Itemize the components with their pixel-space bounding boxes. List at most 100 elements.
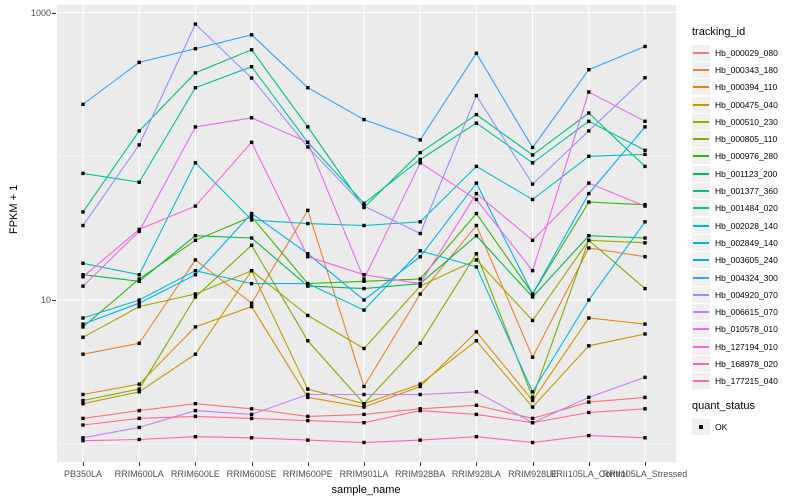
data-point	[306, 414, 310, 419]
data-point	[587, 90, 591, 94]
quant-ok-key	[692, 418, 710, 435]
legend-label: Hb_002849_140	[715, 237, 778, 248]
x-tick-mark	[364, 462, 365, 466]
data-point	[530, 145, 535, 150]
legend-label: Hb_000343_180	[715, 64, 778, 75]
legend-label: Hb_000029_080	[715, 47, 778, 58]
data-point	[306, 387, 310, 391]
legend-key	[692, 321, 710, 338]
x-tick-label: RRIM600PE	[282, 469, 333, 479]
data-point	[193, 435, 198, 439]
legend-key	[692, 183, 710, 200]
data-point	[81, 352, 85, 356]
legend-key	[692, 148, 710, 165]
data-point	[643, 375, 647, 379]
data-point	[362, 440, 366, 445]
data-point	[587, 111, 591, 115]
data-point	[643, 436, 647, 440]
legend-title-quant-status: quant_status	[692, 399, 755, 412]
data-point	[587, 410, 591, 415]
legend-key	[692, 234, 710, 251]
data-point	[530, 295, 535, 299]
data-point	[193, 402, 198, 406]
data-point	[530, 398, 535, 403]
x-tick-label: PB350LA	[63, 469, 103, 479]
legend-key	[692, 252, 710, 269]
legend-key	[692, 269, 710, 286]
data-point	[530, 390, 535, 394]
data-point	[306, 145, 310, 149]
legend-label: Hb_000394_110	[715, 82, 778, 93]
legend-line-swatch-icon	[693, 380, 709, 383]
data-point	[137, 279, 141, 283]
data-point	[193, 273, 198, 277]
x-tick-label: RRIM928LA	[451, 469, 501, 479]
x-tick-mark	[420, 462, 422, 466]
legend-line-swatch-icon	[693, 259, 709, 262]
data-point	[362, 346, 366, 351]
data-point	[643, 236, 647, 240]
gridlines	[57, 5, 676, 462]
data-point	[530, 238, 535, 242]
legend-label: Hb_004920_070	[715, 289, 778, 300]
data-point	[643, 220, 647, 224]
data-point	[418, 408, 422, 413]
data-point	[530, 355, 535, 359]
legend-item: Hb_003605_240	[692, 252, 798, 269]
data-point	[306, 395, 310, 400]
legend-key	[692, 44, 710, 61]
data-point	[418, 150, 422, 155]
data-point	[137, 227, 141, 232]
data-point	[81, 325, 85, 329]
legend-item: Hb_001123_200	[692, 165, 798, 182]
data-point	[193, 292, 198, 296]
data-point	[643, 119, 647, 123]
legend-item: Hb_004920_070	[692, 286, 798, 303]
data-point	[193, 22, 198, 26]
data-point	[81, 284, 85, 288]
legend-label: Hb_127194_010	[715, 341, 778, 352]
data-point	[249, 218, 254, 222]
data-point	[306, 281, 310, 286]
legend-label: Hb_001123_200	[715, 168, 778, 179]
legend-item: Hb_000805_110	[692, 130, 798, 148]
data-point	[81, 392, 85, 397]
data-point	[81, 398, 85, 403]
x-tick-label: RRIM600LA	[114, 469, 164, 479]
data-point	[474, 112, 479, 117]
data-point	[643, 204, 647, 208]
data-point	[362, 392, 366, 397]
data-point	[587, 298, 591, 302]
data-points	[81, 22, 647, 445]
data-point	[643, 395, 647, 400]
x-tick-label: RRIM928LE	[508, 469, 558, 479]
data-point	[306, 140, 310, 144]
legend-label: Hb_004324_300	[715, 272, 778, 283]
data-point	[362, 204, 366, 208]
data-point	[137, 129, 141, 133]
data-point	[587, 129, 591, 133]
data-point	[81, 273, 85, 277]
data-point	[418, 438, 422, 442]
data-point	[474, 181, 479, 185]
legend-line-swatch-icon	[693, 120, 709, 123]
data-point	[362, 384, 366, 389]
legend-line-swatch-icon	[693, 190, 709, 193]
data-point	[587, 433, 591, 438]
legend-label: Hb_177215_040	[715, 376, 778, 387]
legend-key	[692, 96, 710, 113]
legend-line-swatch-icon	[693, 293, 709, 296]
data-point	[81, 416, 85, 421]
data-point	[643, 152, 647, 157]
data-point	[587, 246, 591, 250]
data-point	[418, 220, 422, 224]
data-point	[643, 125, 647, 129]
data-point	[587, 238, 591, 242]
data-point	[362, 223, 366, 228]
data-point	[530, 161, 535, 165]
data-point	[530, 153, 535, 157]
legend-key	[692, 79, 710, 96]
legend-key	[692, 286, 710, 303]
data-point	[418, 382, 422, 386]
legend-quant-status: quant_status OK	[692, 400, 798, 435]
